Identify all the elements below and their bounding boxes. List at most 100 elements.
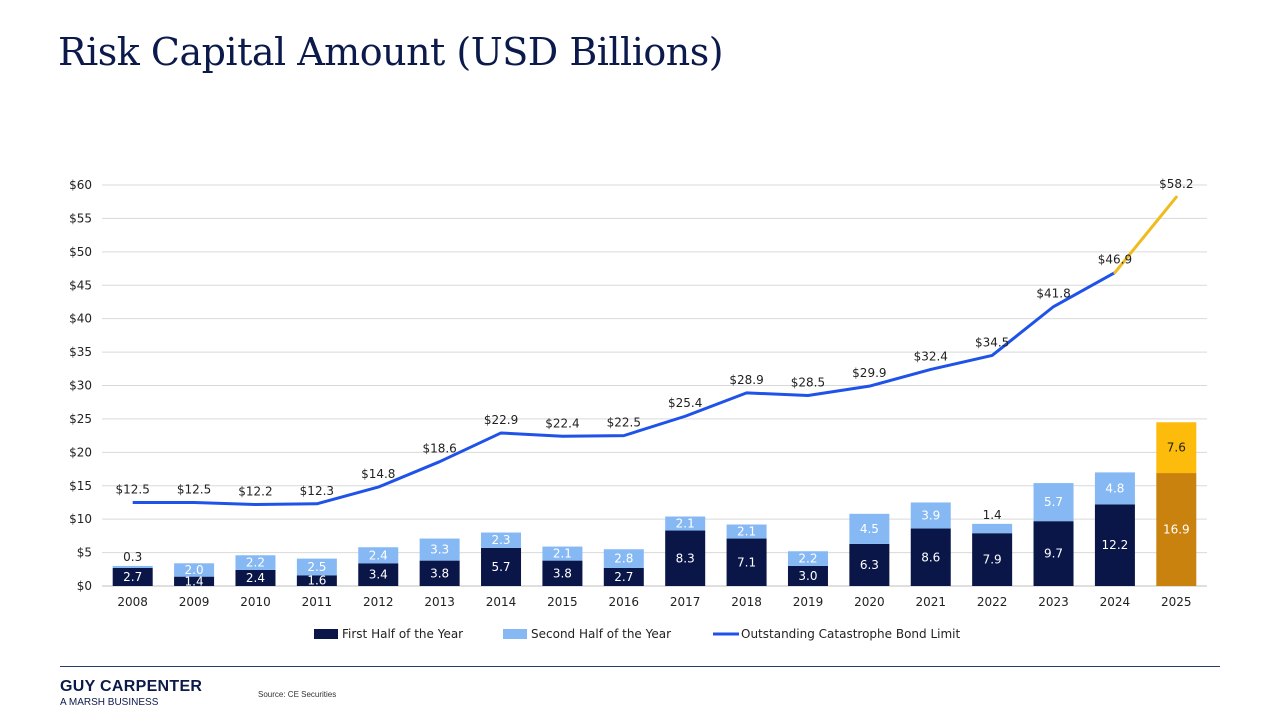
bar-first-half [296, 575, 337, 586]
bar-label-second-half: 0.3 [123, 550, 142, 564]
bar-label-second-half: 2.1 [676, 517, 695, 531]
y-tick-label: $50 [69, 245, 92, 259]
bar-first-half [1156, 473, 1197, 586]
y-tick-label: $40 [69, 312, 92, 326]
bar-second-half [296, 558, 337, 576]
line-point-label: $25.4 [668, 396, 702, 410]
y-tick-label: $10 [69, 512, 92, 526]
bar-first-half [174, 576, 215, 586]
bar-label-second-half: 2.5 [307, 560, 326, 574]
bar-label-first-half: 5.7 [491, 560, 510, 574]
bar-label-first-half: 2.4 [246, 571, 265, 585]
bar-second-half [174, 563, 215, 577]
line-point-label: $14.8 [361, 467, 395, 481]
line-point-label: $41.8 [1036, 287, 1070, 301]
line-point-label: $22.5 [607, 416, 641, 430]
bar-first-half [235, 569, 276, 586]
y-tick-label: $15 [69, 479, 92, 493]
bar-second-half [1156, 422, 1197, 474]
line-point-label: $22.9 [484, 413, 518, 427]
y-tick-label: $55 [69, 211, 92, 225]
bar-first-half [787, 565, 828, 586]
line-point-label: $58.2 [1159, 177, 1193, 191]
bar-label-first-half: 8.3 [676, 551, 695, 565]
bar-second-half [358, 547, 399, 564]
bar-second-half [603, 549, 644, 568]
bar-second-half [542, 546, 583, 561]
bar-label-second-half: 2.1 [553, 547, 572, 561]
bar-label-first-half: 7.1 [737, 555, 756, 569]
bar-label-second-half: 2.1 [737, 525, 756, 539]
bar-label-first-half: 3.8 [430, 566, 449, 580]
bar-label-second-half: 2.3 [491, 533, 510, 547]
y-tick-label: $30 [69, 379, 92, 393]
x-tick-label: 2008 [117, 595, 148, 609]
x-tick-label: 2010 [240, 595, 271, 609]
bar-label-first-half: 8.6 [921, 550, 940, 564]
brand-subtitle: A MARSH BUSINESS [60, 697, 159, 708]
bar-first-half [358, 563, 399, 586]
y-tick-label: $60 [69, 178, 92, 192]
bar-first-half [910, 528, 951, 586]
bar-second-half [419, 538, 460, 561]
line-point-label: $29.9 [852, 366, 886, 380]
bar-first-half [481, 547, 522, 586]
bar-label-second-half: 4.8 [1105, 481, 1124, 495]
y-tick-label: $25 [69, 412, 92, 426]
legend-label: Second Half of the Year [531, 627, 671, 641]
legend-label: Outstanding Catastrophe Bond Limit [741, 627, 960, 641]
bar-first-half [665, 530, 706, 586]
y-tick-label: $0 [77, 579, 92, 593]
line-point-label: $28.5 [791, 376, 825, 390]
bar-label-second-half: 2.2 [246, 556, 265, 570]
bar-first-half [849, 543, 890, 586]
x-tick-label: 2012 [363, 595, 394, 609]
bar-label-first-half: 1.4 [185, 574, 204, 588]
bar-label-first-half: 1.6 [307, 574, 326, 588]
bar-first-half [1033, 521, 1074, 586]
line-point-label: $34.5 [975, 335, 1009, 349]
x-tick-label: 2024 [1100, 595, 1131, 609]
legend-label: First Half of the Year [342, 627, 463, 641]
x-tick-label: 2023 [1038, 595, 1069, 609]
bar-label-second-half: 2.2 [798, 552, 817, 566]
bar-second-half [787, 551, 828, 566]
bar-first-half [603, 567, 644, 586]
page-title: Risk Capital Amount (USD Billions) [58, 30, 724, 74]
line-point-label: $22.4 [545, 416, 579, 430]
risk-capital-chart: $0 $5 $10 $15 $20 $25 $30 $35 $40 $45 $50 $55 $60 2.7… [69, 177, 1207, 641]
bar-first-half [419, 560, 460, 586]
x-tick-label: 2017 [670, 595, 701, 609]
bar-first-half [1094, 504, 1135, 586]
line-point-label: $12.5 [177, 482, 211, 496]
x-tick-label: 2014 [486, 595, 517, 609]
y-tick-label: $20 [69, 445, 92, 459]
bar-label-second-half: 2.8 [614, 552, 633, 566]
bar-second-half [235, 555, 276, 570]
bar-second-half [849, 513, 890, 544]
line-point-label: $12.3 [300, 484, 334, 498]
x-tick-label: 2011 [302, 595, 333, 609]
bar-label-second-half: 7.6 [1167, 441, 1186, 455]
bar-label-first-half: 16.9 [1163, 523, 1190, 537]
x-tick-label: 2019 [793, 595, 824, 609]
bar-second-half [972, 523, 1013, 534]
y-tick-label: $45 [69, 278, 92, 292]
bar-label-first-half: 6.3 [860, 558, 879, 572]
bar-first-half [972, 533, 1013, 586]
line-point-label: $18.6 [422, 442, 456, 456]
bar-label-first-half: 12.2 [1102, 538, 1129, 552]
bar-label-second-half: 1.4 [983, 508, 1002, 522]
x-tick-label: 2013 [424, 595, 455, 609]
bar-label-first-half: 7.9 [983, 553, 1002, 567]
x-tick-label: 2022 [977, 595, 1008, 609]
bar-first-half [542, 560, 583, 586]
x-tick-label: 2015 [547, 595, 578, 609]
legend-swatch [314, 629, 338, 639]
bar-label-second-half: 2.0 [185, 563, 204, 577]
x-tick-label: 2025 [1161, 595, 1192, 609]
bar-second-half [910, 502, 951, 529]
source-note: Source: CE Securities [258, 690, 337, 699]
x-tick-label: 2020 [854, 595, 885, 609]
bar-second-half [112, 565, 153, 568]
